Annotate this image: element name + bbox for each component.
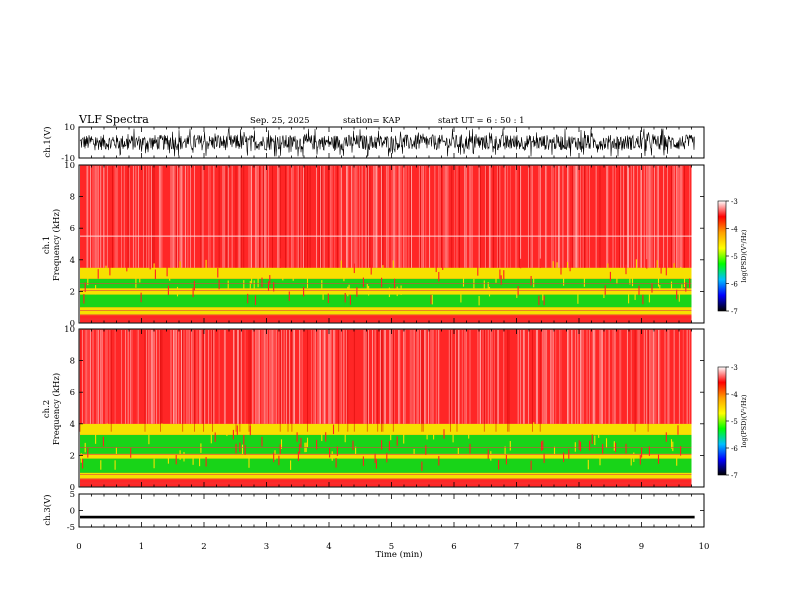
colorbar-tick-label: -4 [731,226,738,234]
ch3-waveform-panel: 5 0 -5 [67,490,705,533]
time-axis-title: Time (min) [375,549,422,560]
date-label: Sep. 25, 2025 [250,116,310,126]
ch3-trace [80,515,695,519]
x-tick-label: 8 [576,542,581,552]
x-tick-label: 9 [639,542,644,552]
colorbar-tick-label: -7 [731,308,738,316]
y-tick-label: 2 [70,451,75,461]
colorbar-tick-label: -6 [731,445,738,453]
y-tick-label: 0 [70,319,75,329]
x-tick-label: 10 [699,542,710,552]
y-tick-label: 4 [70,256,75,266]
spec-band-yellow [80,288,692,295]
ch1-voltage-axis-label: ch.1(V) [42,126,53,157]
colorbar-tick-label: -5 [731,253,738,261]
x-tick-label: 3 [264,542,269,552]
spec-band-red [80,165,692,268]
spec-band-green [80,294,692,308]
y-tick-label: 8 [70,193,75,203]
y-tick-label: 2 [70,287,75,297]
spec-band-yellow [80,423,692,435]
y-tick-label: 10 [64,123,75,133]
colorbar-tick-label: -4 [731,391,738,399]
colorbar-tick-label: -3 [731,198,738,206]
spec-band-yellow [80,472,692,480]
ch2-spec-axis-label-bottom: Frequency (kHz) [51,373,62,445]
colorbar-tick-label: -7 [731,472,738,480]
colorbar-ch1: -3 -4 -5 -6 -7 log(PSD)(V²/Hz) [717,198,748,316]
time-axis: 0 1 2 3 4 5 6 7 8 9 10 [76,542,709,552]
y-tick-label: -10 [61,154,75,164]
ch1-waveform-panel: 10 -10 [61,123,705,164]
y-tick-label: 10 [64,161,75,171]
y-tick-label: 8 [70,357,75,367]
colorbar-bar [717,366,727,476]
colorbar-ch2: -3 -4 -5 -6 -7 log(PSD)(V²/Hz) [717,364,748,480]
ch1-spectrogram-panel: 0 2 4 6 8 10 [64,161,705,329]
station-label: station= KAP [343,116,401,126]
colorbar-label: log(PSD)(V²/Hz) [740,394,748,447]
y-tick-label: 0 [70,507,75,517]
spec-band-yellow [80,453,692,459]
colorbar-tick-label: -3 [731,364,738,372]
colorbar-tick-label: -5 [731,418,738,426]
y-tick-label: 10 [64,325,75,335]
y-tick-label: 4 [70,420,75,430]
spec-band-green [80,434,692,454]
x-tick-label: 0 [76,542,81,552]
x-tick-label: 5 [389,542,394,552]
x-tick-label: 2 [201,542,206,552]
colorbar-tick-label: -6 [731,281,738,289]
spec-band-green [80,458,692,473]
ch2-spec-axis-label-top: ch.2 [42,400,52,418]
x-tick-label: 6 [451,542,456,552]
spec-band-yellow [80,307,692,316]
colorbar-bar [717,200,727,312]
ch1-spec-axis-label-top: ch.1 [42,236,52,254]
y-tick-label: 6 [70,224,75,234]
ch1-spec-axis-label-bottom: Frequency (kHz) [51,209,62,281]
x-tick-label: 7 [514,542,519,552]
x-tick-label: 4 [326,542,331,552]
y-tick-label: -5 [67,523,75,533]
start-time-label: start UT = 6 : 50 : 1 [438,116,525,126]
y-tick-label: 6 [70,388,75,398]
ch2-spectrogram-panel: 0 2 4 6 8 10 [64,325,705,493]
figure-title: VLF Spectra [78,113,149,126]
spec-band-yellow [80,267,692,279]
colorbar-label: log(PSD)(V²/Hz) [740,229,748,282]
y-tick-label: 0 [70,483,75,493]
ch3-voltage-axis-label: ch.3(V) [42,494,53,525]
ch1-trace [79,127,695,158]
x-tick-label: 1 [139,542,144,552]
y-tick-label: 5 [70,490,75,500]
